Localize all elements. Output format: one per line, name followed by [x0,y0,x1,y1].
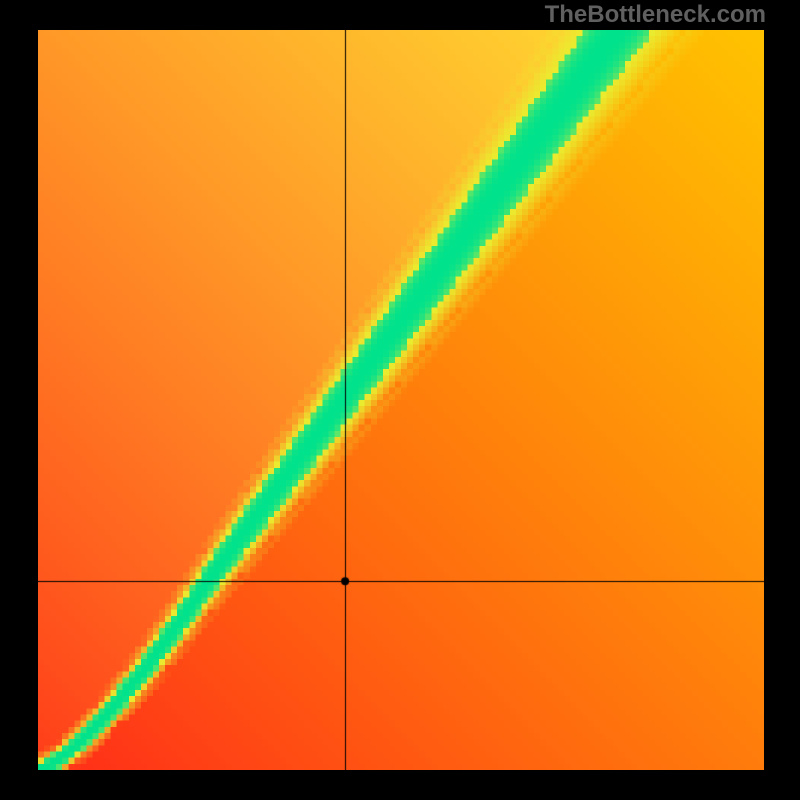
watermark-text: TheBottleneck.com [545,1,766,29]
crosshair-overlay [38,30,764,770]
chart-container: TheBottleneck.com [0,0,800,800]
